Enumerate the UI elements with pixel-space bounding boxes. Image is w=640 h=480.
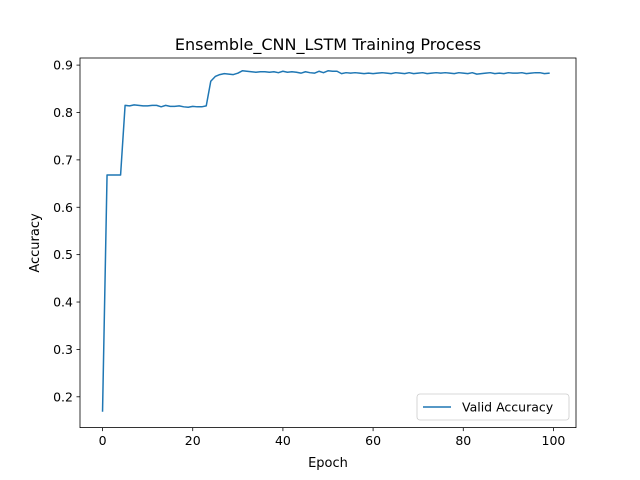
- series-line-valid-accuracy: [101, 70, 550, 412]
- legend-box: [416, 393, 570, 421]
- x-tick-label: 40: [275, 433, 291, 448]
- y-tick-label: 0.3: [53, 342, 73, 357]
- y-tick-label: 0.8: [53, 105, 73, 120]
- legend-label: Valid Accuracy: [462, 400, 554, 415]
- ticks-group: 0 20 40 60 80 100 0.2 0.3 0.4 0.5 0.6 0.7 0.8 0.9: [53, 58, 565, 448]
- x-tick-label: 60: [365, 433, 381, 448]
- y-axis-label: Accuracy: [28, 213, 43, 273]
- y-tick-label: 0.4: [53, 295, 73, 310]
- y-tick-label: 0.6: [53, 200, 73, 215]
- x-tick-label: 0: [99, 433, 107, 448]
- x-tick-label: 100: [542, 433, 566, 448]
- y-tick-label: 0.9: [53, 58, 73, 73]
- chart-title: Ensemble_CNN_LSTM Training Process: [175, 35, 481, 55]
- x-tick-label: 20: [185, 433, 201, 448]
- x-axis-label: Epoch: [308, 456, 348, 471]
- y-tick-label: 0.5: [53, 247, 73, 262]
- axes-frame: [79, 57, 577, 429]
- plot-area: [101, 70, 550, 412]
- x-tick-label: 80: [455, 433, 471, 448]
- y-tick-label: 0.7: [53, 152, 73, 167]
- y-tick-label: 0.2: [53, 389, 73, 404]
- legend: Valid Accuracy: [416, 393, 570, 421]
